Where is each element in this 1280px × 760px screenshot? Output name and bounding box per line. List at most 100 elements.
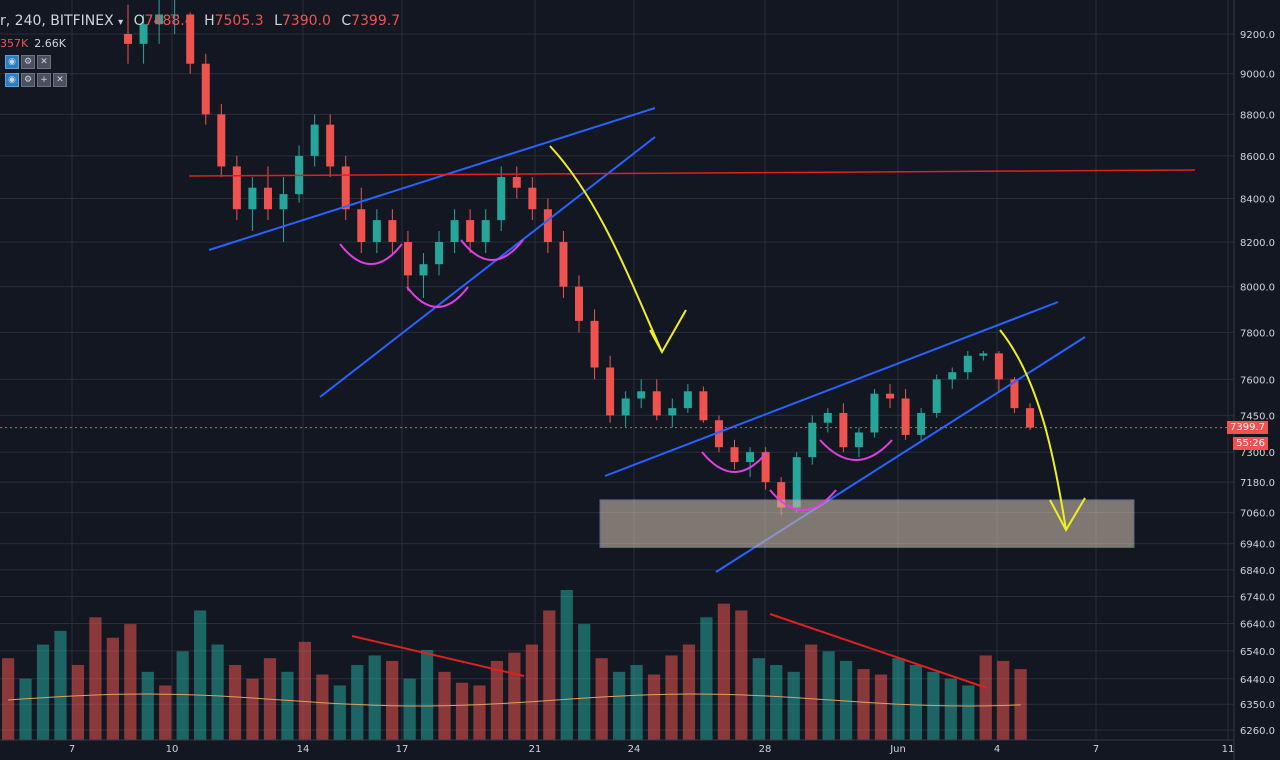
drawings [0,107,1234,689]
candle-body [232,166,241,210]
price-tick-label: 6540.0 [1240,647,1275,658]
candle-body [994,353,1003,380]
volume-bar [106,637,119,740]
volume-bar [752,658,765,740]
volume-bar [19,678,32,740]
chart-header: r, 240, BITFINEX ▾ O7488.4 H7505.3 L7390… [0,13,400,29]
volume-bar [473,685,486,740]
candle-body [263,187,272,210]
candle-body [699,391,708,421]
dropdown-icon[interactable]: ▾ [118,17,124,28]
cup-arc [701,451,768,473]
cup-arc [406,286,469,308]
gear-icon[interactable]: ⚙ [21,55,35,69]
chart-grid [0,0,1234,740]
candle-body [792,457,801,508]
close-icon[interactable]: ✕ [53,73,67,87]
price-tick-label: 9200.0 [1240,30,1275,41]
upper-channel-line[interactable] [208,107,656,251]
resistance-line[interactable] [188,169,1196,177]
candle-body [435,242,444,265]
lower-channel-line[interactable] [319,136,656,398]
volume-bar [595,658,608,740]
candle-body [528,187,537,210]
symbol-label[interactable]: r, 240, BITFINEX [0,13,114,29]
volume-bar [997,660,1010,740]
candle-body [357,209,366,243]
price-tick-label: 8600.0 [1240,152,1275,163]
candle-body [683,391,692,409]
candle-body [730,447,739,463]
volume-bar [543,610,556,740]
volume-bar [665,655,678,740]
volume-bar [420,650,434,740]
volume-bar [805,644,818,740]
candle-body [217,114,226,167]
low-value: 7390.0 [281,13,331,29]
eye-icon[interactable]: ◉ [5,73,19,87]
volume-bar [770,665,783,740]
gear-icon[interactable]: ⚙ [21,73,35,87]
down-arrow-1 [549,145,663,353]
volume-bar [316,674,329,740]
candle-body [372,220,381,243]
time-tick-label: 10 [166,744,179,755]
volume-bar [962,685,975,740]
candle-body [932,379,941,413]
volume-bar [2,658,15,740]
open-label: O [133,13,145,29]
candle-body [870,393,879,433]
price-tick-label: 7300.0 [1240,448,1275,459]
volume-bar [700,617,713,740]
volume-bar [211,644,224,740]
candle-body [761,452,770,483]
candle-body [248,187,257,210]
candle-body [886,393,895,399]
candle-body [652,391,661,416]
time-tick-label: Jun [889,744,906,755]
price-tick-label: 6640.0 [1240,619,1275,630]
volume-bar [298,641,311,740]
candle-body [606,367,615,416]
low-label: L [274,13,282,29]
volume-bar [647,674,661,740]
last-price-tag: 7399.7 [1227,421,1268,434]
open-value: 7488.4 [144,13,194,29]
candle-body [839,412,848,448]
volume-value-1: 357K [0,37,29,50]
volume-bar [141,671,154,740]
candle-body [746,452,755,463]
volume-bar [874,674,888,740]
candle-body [388,220,397,243]
candle-body [621,398,630,416]
volume-bar [455,682,469,740]
price-tick-label: 8000.0 [1240,283,1275,294]
time-tick-label: 4 [994,744,1000,755]
price-tick-label: 8200.0 [1240,238,1275,249]
channel-upper-2[interactable] [604,301,1059,477]
candle-body [668,408,677,416]
volume-trend-line-2[interactable] [769,613,988,689]
candle-body [512,177,521,188]
price-tick-label: 7450.0 [1240,411,1275,422]
candle-body [310,124,319,156]
time-tick-label: 7 [69,744,75,755]
high-label: H [204,13,215,29]
eye-icon[interactable]: ◉ [5,55,19,69]
volume-bar [281,671,294,740]
candle-body [854,432,863,448]
close-icon[interactable]: ✕ [37,55,51,69]
volume-bar [89,617,102,740]
arrow-head-2 [1049,497,1086,533]
plus-icon[interactable]: + [37,73,51,87]
candle-body [279,194,288,210]
volume-bar [36,644,50,740]
high-value: 7505.3 [214,13,264,29]
price-tick-label: 9000.0 [1240,70,1275,81]
volume-bar [54,630,67,740]
close-value: 7399.7 [351,13,401,29]
support-zone[interactable] [599,499,1135,549]
time-tick-label: 21 [529,744,542,755]
volume-trend-line-1[interactable] [351,635,525,677]
